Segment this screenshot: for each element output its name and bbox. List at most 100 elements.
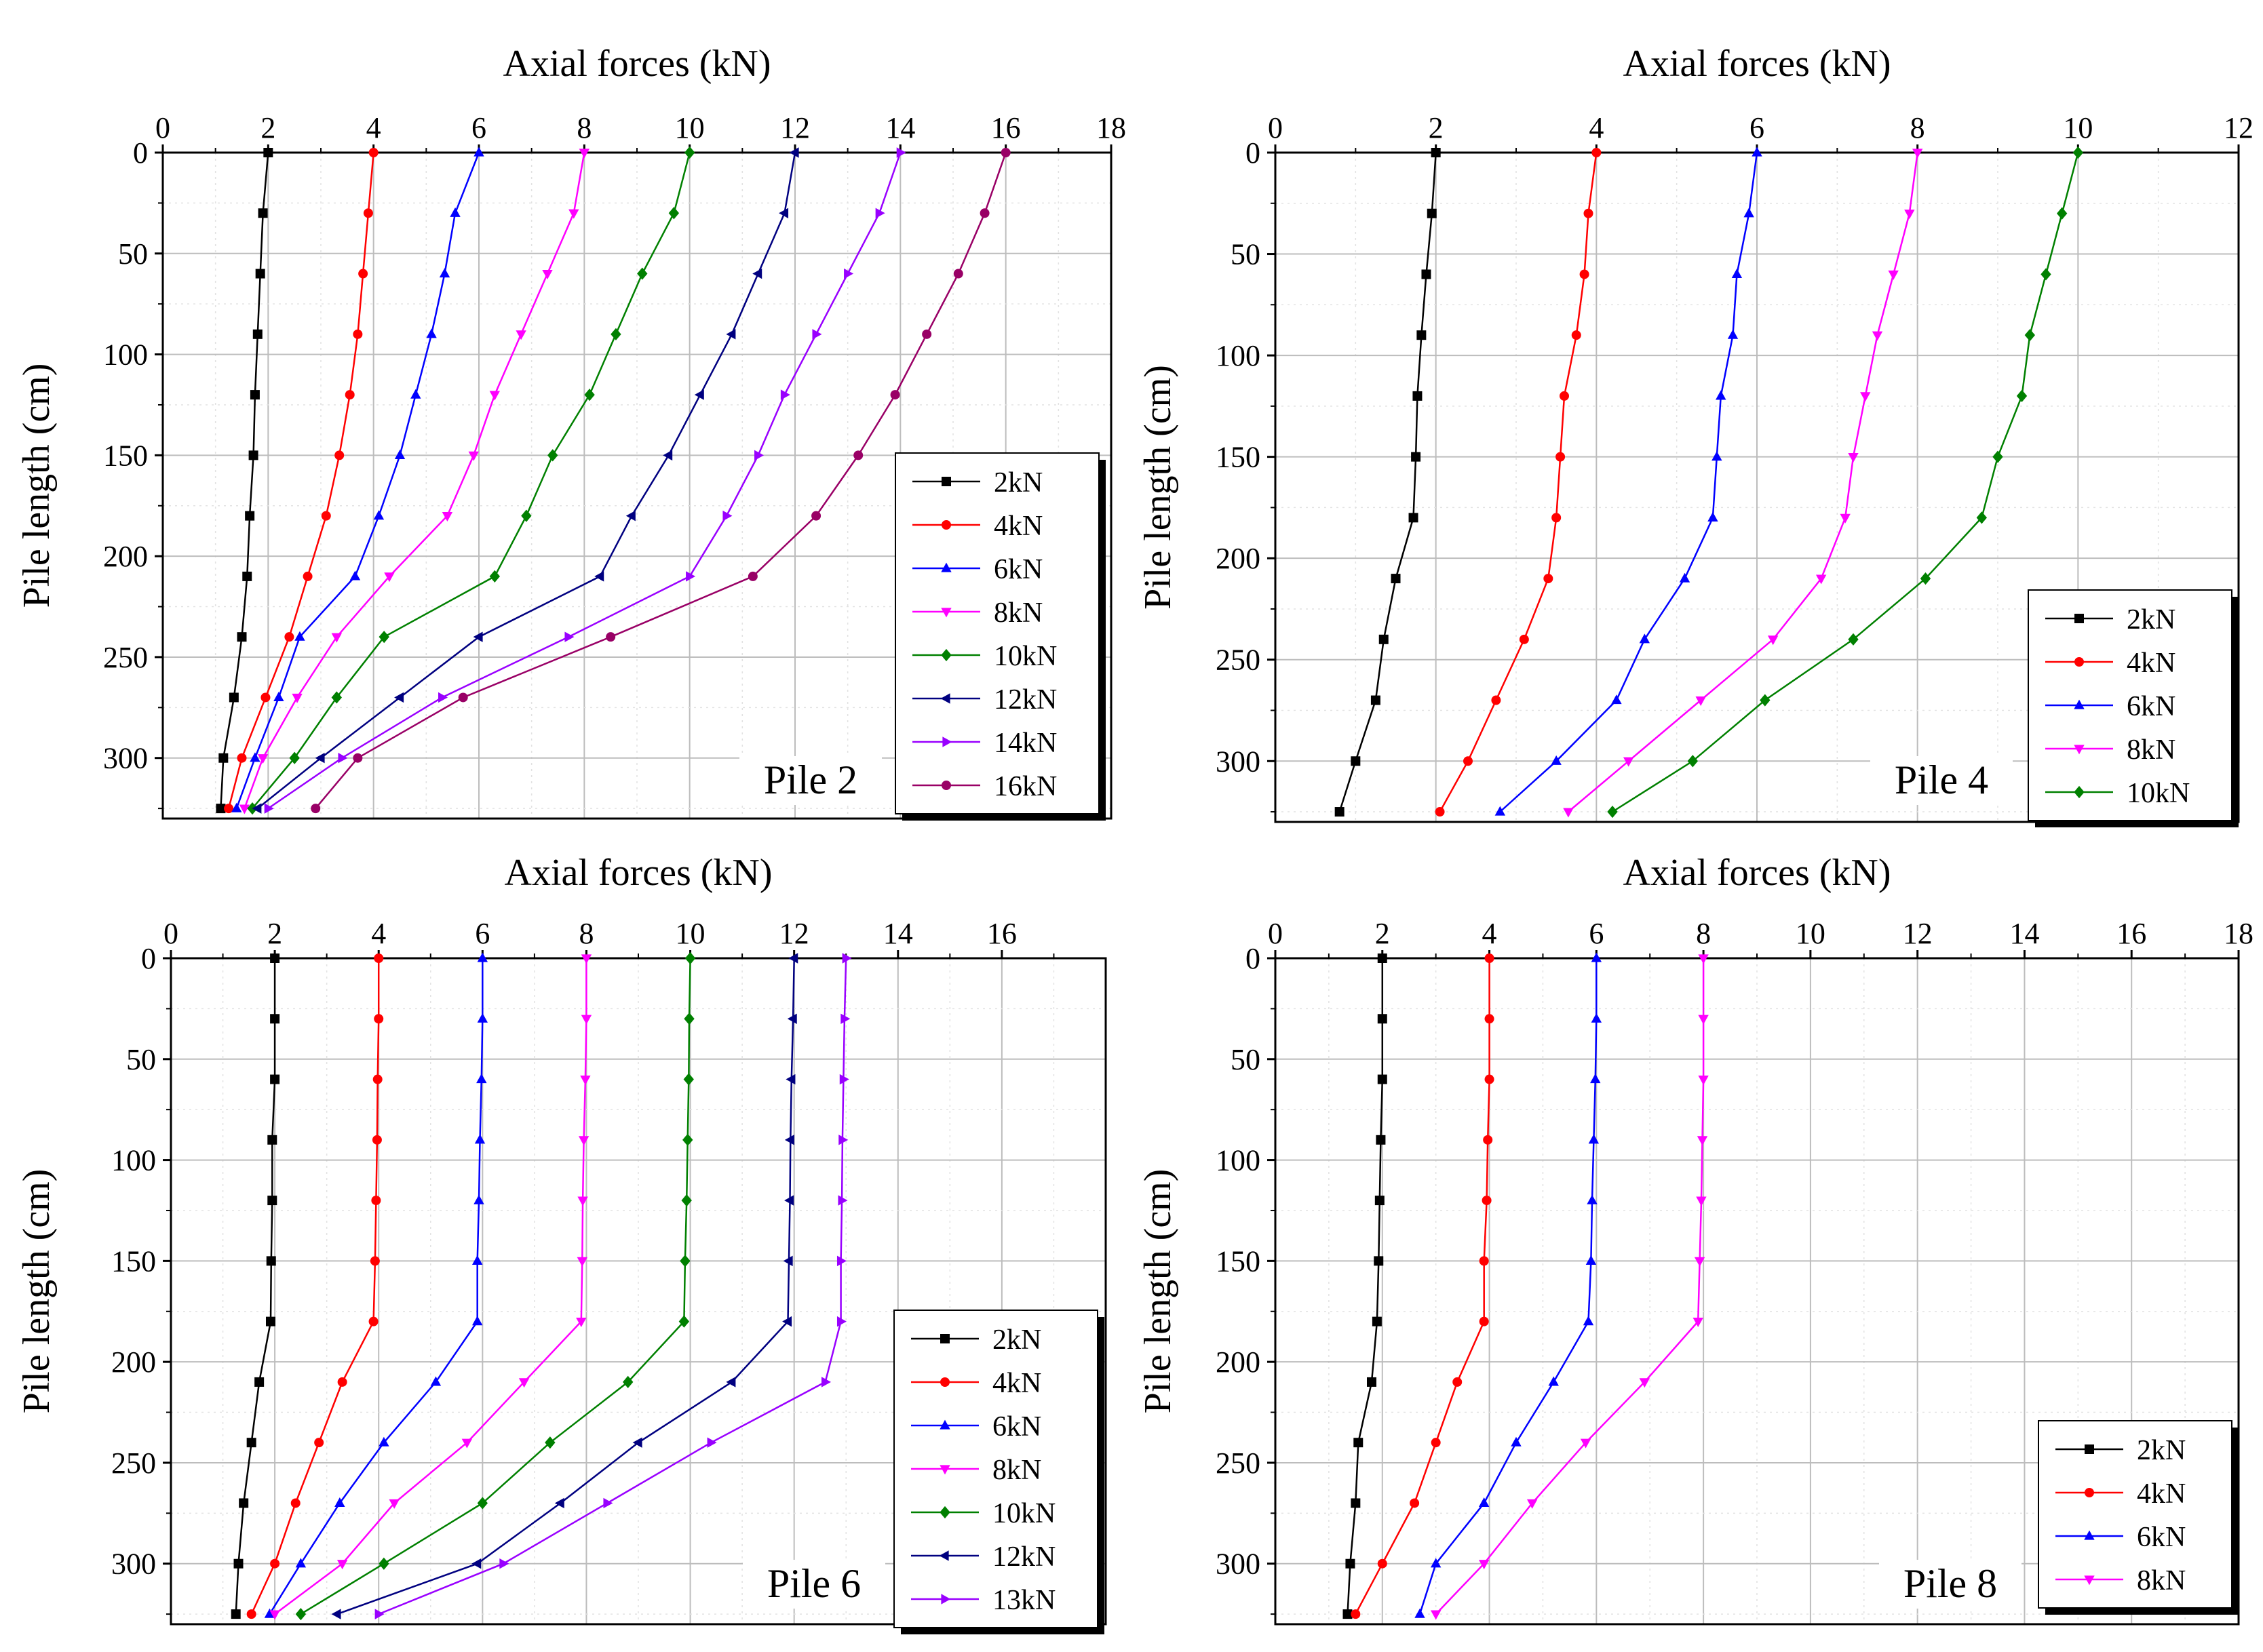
- data-point: [1992, 450, 2003, 463]
- series-line: [235, 152, 480, 809]
- series-6kN: [1414, 952, 1602, 1618]
- legend-marker: [941, 648, 952, 662]
- y-tick-label: 100: [1216, 1144, 1260, 1177]
- x-tick-label: 12: [779, 917, 809, 950]
- data-point: [250, 390, 260, 400]
- y-tick-label: 50: [126, 1043, 156, 1076]
- y-tick-label: 250: [103, 641, 148, 674]
- legend: 2kN 4kN 6kN 8kN: [2038, 1420, 2239, 1615]
- x-axis-title: Axial forces (kN): [505, 852, 773, 894]
- data-point: [683, 1073, 694, 1086]
- data-point: [1483, 1135, 1493, 1145]
- data-point: [254, 1377, 265, 1387]
- data-point: [1463, 756, 1473, 766]
- x-tick-label: 4: [1482, 917, 1497, 950]
- data-point: [1580, 1438, 1591, 1449]
- x-tick-label: 4: [1589, 111, 1604, 144]
- x-tick-label: 8: [577, 111, 592, 144]
- data-point: [476, 1074, 487, 1084]
- data-point: [264, 1608, 275, 1618]
- data-point: [1001, 148, 1011, 157]
- data-point: [668, 207, 680, 220]
- data-point: [372, 1135, 382, 1145]
- legend: 2kN 4kN 6kN 8kN 10kN 12kN 13kN: [893, 1310, 1104, 1634]
- data-point: [294, 631, 305, 641]
- x-tick-label: 4: [371, 917, 386, 950]
- data-point: [1351, 1498, 1361, 1508]
- data-point: [896, 147, 906, 158]
- data-point: [726, 1377, 736, 1388]
- data-point: [1416, 330, 1427, 340]
- data-point: [682, 1133, 693, 1146]
- data-point: [579, 149, 590, 159]
- data-point: [269, 1610, 280, 1620]
- data-point: [1693, 1318, 1703, 1328]
- data-point: [1431, 1438, 1441, 1448]
- data-point: [426, 328, 437, 338]
- data-point: [1695, 696, 1706, 706]
- pile-label-bg: [1870, 756, 2013, 805]
- data-point: [2040, 268, 2051, 281]
- data-point: [578, 1136, 589, 1146]
- data-point: [1696, 1196, 1707, 1206]
- data-point: [353, 753, 363, 763]
- series-4kN: [224, 148, 379, 814]
- series-2kN: [1342, 953, 1387, 1619]
- data-point: [374, 953, 384, 963]
- data-point: [289, 751, 300, 764]
- data-point: [838, 1135, 849, 1145]
- legend-label: 10kN: [994, 641, 1057, 672]
- legend-marker: [2074, 745, 2085, 755]
- pile-label-bg: [743, 1560, 885, 1609]
- data-point: [1760, 694, 1771, 707]
- series-line: [274, 958, 587, 1615]
- legend-marker: [942, 781, 951, 790]
- data-point: [374, 1609, 385, 1619]
- data-point: [1376, 1135, 1386, 1145]
- data-point: [1583, 208, 1593, 218]
- data-point: [263, 148, 273, 157]
- data-point: [840, 1013, 851, 1024]
- data-point: [1571, 330, 1581, 340]
- data-point: [1848, 633, 1859, 646]
- data-point: [331, 1609, 341, 1619]
- series-13kN: [374, 953, 852, 1619]
- data-point: [458, 692, 468, 703]
- data-point: [237, 753, 247, 763]
- series-line: [1568, 152, 1918, 812]
- pile-label: Pile 2: [739, 756, 882, 805]
- data-point: [542, 269, 553, 279]
- data-point: [787, 1013, 797, 1024]
- y-tick-label: 150: [103, 439, 148, 472]
- data-point: [1377, 1014, 1387, 1024]
- data-point: [1391, 574, 1401, 584]
- series-line: [250, 958, 380, 1615]
- data-point: [577, 1196, 588, 1206]
- legend-label: 4kN: [992, 1368, 1041, 1399]
- x-tick-label: 10: [1796, 917, 1825, 950]
- data-point: [842, 953, 852, 964]
- data-point: [518, 1378, 530, 1388]
- x-tick-label: 6: [475, 917, 490, 950]
- x-tick-label: 14: [883, 917, 913, 950]
- data-point: [1412, 391, 1423, 401]
- series-line: [267, 152, 902, 810]
- data-point: [678, 1315, 690, 1328]
- y-tick-label: 300: [103, 742, 148, 775]
- data-point: [780, 389, 790, 400]
- data-point: [1370, 695, 1380, 705]
- data-point: [1848, 453, 1859, 463]
- pile-title: Pile 6: [767, 1561, 861, 1606]
- data-point: [1920, 572, 1931, 585]
- data-point: [250, 752, 260, 762]
- data-point: [681, 1194, 692, 1207]
- legend-marker: [940, 1419, 950, 1430]
- data-point: [1698, 954, 1709, 964]
- x-tick-label: 8: [1696, 917, 1711, 950]
- series-line: [1355, 958, 1490, 1615]
- data-point: [370, 1256, 380, 1266]
- data-point: [439, 268, 450, 278]
- series-line: [269, 958, 484, 1615]
- data-point: [368, 1316, 379, 1326]
